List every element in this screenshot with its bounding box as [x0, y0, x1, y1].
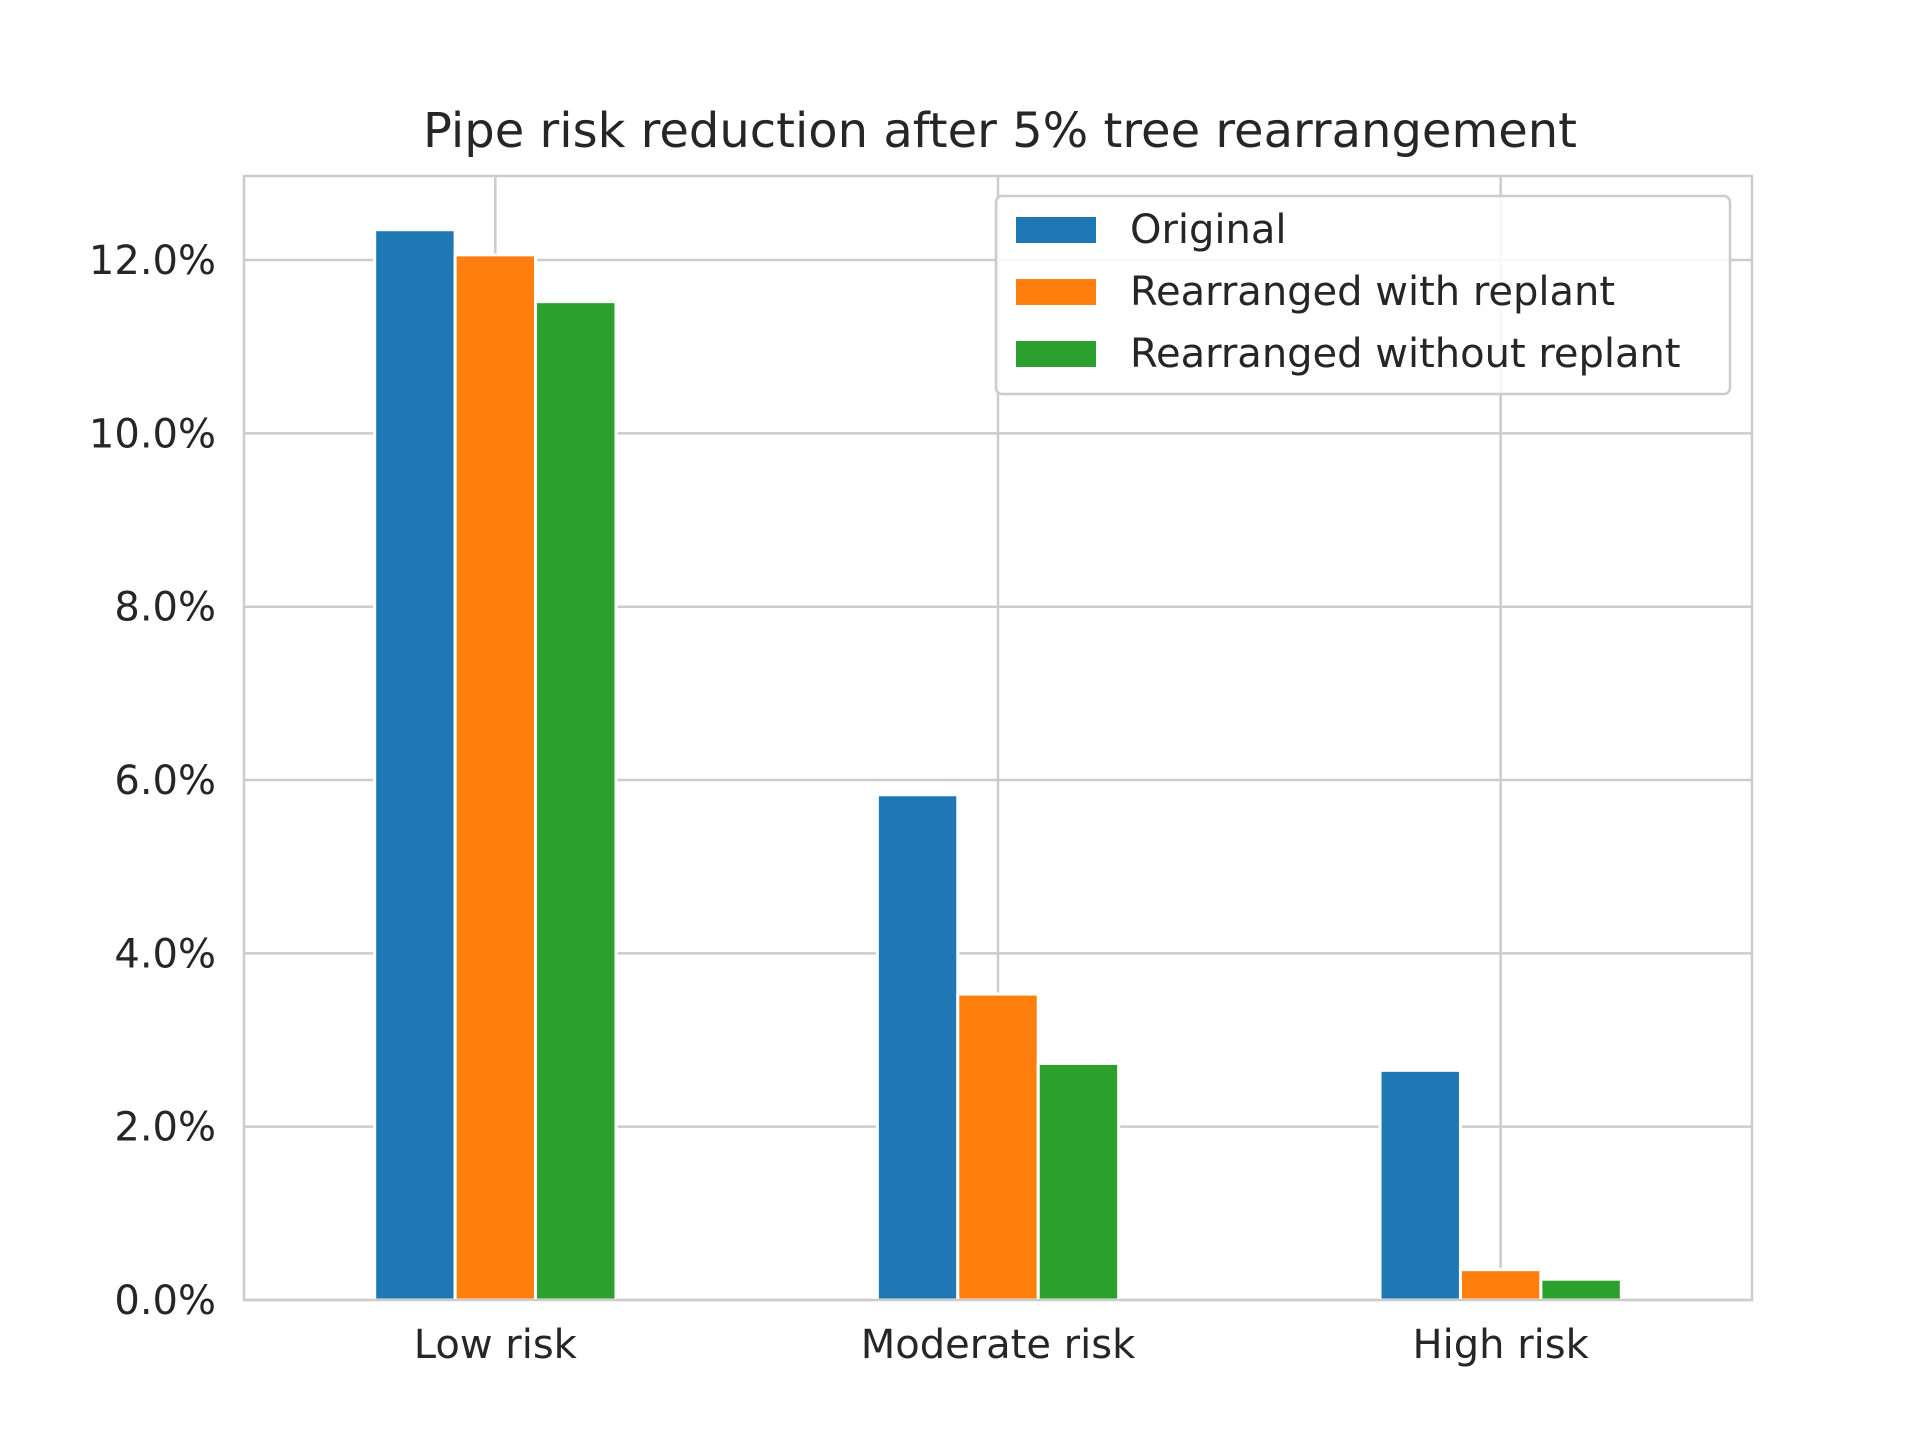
bar-original-high-risk [1378, 1068, 1462, 1302]
y-tick-label: 12.0% [89, 238, 216, 284]
bar-rearranged-without-replant-low-risk [534, 300, 618, 1302]
legend-label: Rearranged with replant [1130, 269, 1615, 315]
bar-rearranged-without-replant-high-risk [1539, 1277, 1623, 1302]
y-tick-label: 10.0% [89, 411, 216, 457]
x-tick-label: Moderate risk [861, 1322, 1136, 1368]
legend-label: Original [1130, 207, 1287, 253]
y-tick-label: 8.0% [114, 585, 216, 631]
x-tick-label: Low risk [414, 1322, 578, 1368]
chart-title: Pipe risk reduction after 5% tree rearra… [423, 103, 1577, 159]
bar-original-low-risk [373, 228, 457, 1302]
legend-swatch [1016, 341, 1096, 367]
y-tick-label: 6.0% [114, 758, 216, 804]
x-axis-ticks: Low risk Moderate risk High risk [414, 1322, 1590, 1368]
y-tick-label: 4.0% [114, 931, 216, 977]
legend-swatch [1016, 279, 1096, 305]
bar-original-moderate-risk [875, 793, 960, 1302]
legend: Original Rearranged with replant Rearrange… [994, 194, 1732, 396]
legend-box [994, 194, 1732, 396]
bar-rearranged-with-replant-moderate-risk [956, 992, 1040, 1302]
legend-swatch [1016, 217, 1096, 243]
x-tick-label: High risk [1413, 1322, 1590, 1368]
y-axis-ticks: 0.0% 2.0% 4.0% 6.0% 8.0% 10.0% 12.0% [89, 238, 216, 1324]
plot-frame [242, 174, 1754, 1302]
bar-rearranged-with-replant-low-risk [453, 253, 538, 1302]
bar-rearranged-with-replant-high-risk [1458, 1268, 1543, 1302]
y-tick-label: 0.0% [114, 1278, 216, 1324]
y-tick-label: 2.0% [114, 1105, 216, 1151]
bar-rearranged-without-replant-moderate-risk [1036, 1061, 1121, 1302]
legend-label: Rearranged without replant [1130, 331, 1681, 377]
